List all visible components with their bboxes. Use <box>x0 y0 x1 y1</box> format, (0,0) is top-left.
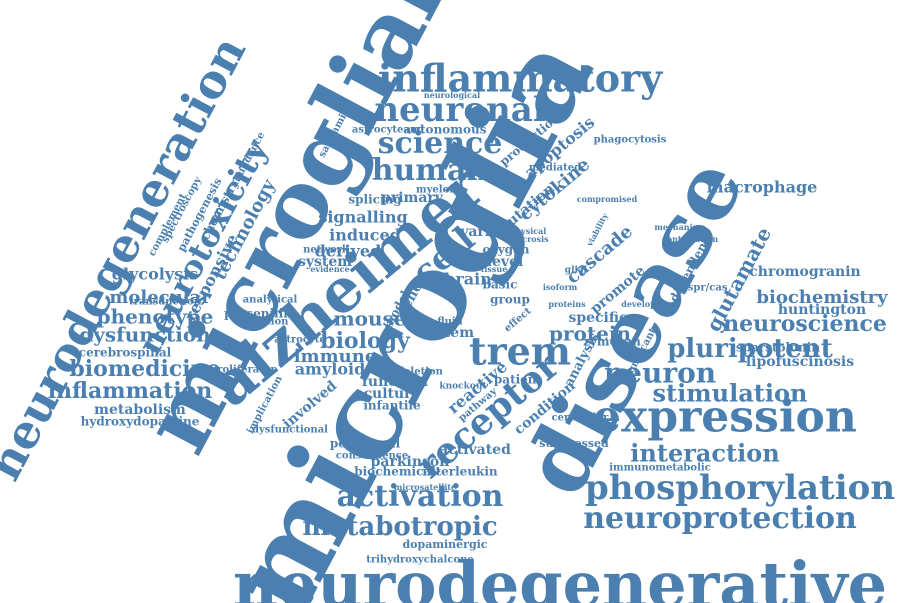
word-stem: stem <box>436 325 474 341</box>
word-pluripotent: pluripotent <box>667 334 833 364</box>
word-expression: expression <box>593 392 857 443</box>
word-astrocyteand: astrocyteand <box>352 125 424 136</box>
word-amyloid: amyloid <box>295 360 366 379</box>
word-neuroprotection: neuroprotection <box>583 501 857 536</box>
word-consequence: consequence <box>336 451 408 462</box>
word-glial: glial <box>565 266 588 276</box>
word-astrocyte: astrocyte <box>274 335 326 346</box>
word-parkinson: parkinson <box>371 454 450 470</box>
word-human: human <box>372 153 489 188</box>
word-oxygen: oxygen <box>483 243 530 257</box>
word-cerebrospinal: cerebrospinal <box>79 346 172 360</box>
word-metabolism: metabolism <box>94 402 186 418</box>
word-mouse: mouse <box>333 307 406 331</box>
word-brain: brain <box>444 270 492 289</box>
word-deletion: deletion <box>397 367 444 378</box>
word-science: science <box>378 126 503 161</box>
word-immune: immune <box>294 346 377 367</box>
word-infantile: infantile <box>363 399 421 413</box>
word-splicing: splicing <box>348 193 402 207</box>
word-neuron: neuron <box>604 357 716 390</box>
word-tissue: tissue <box>481 264 508 274</box>
word-peripheral: peripheral <box>330 437 401 451</box>
word-glycolysis: glycolysis <box>112 265 198 284</box>
word-trihydroxychalcone: trihydroxychalcone <box>366 555 474 566</box>
word-biomedicine: biomedicine <box>69 356 220 382</box>
word-biology: biology <box>320 328 411 354</box>
word-mediated: mediated <box>529 163 581 174</box>
word-hydroxydopamine: hydroxydopamine <box>81 415 200 429</box>
word-activated: activated <box>439 442 511 458</box>
word-huntington: huntington <box>778 302 866 318</box>
word-metabotropic: metabotropic <box>302 512 497 542</box>
word-suppressed: suppressed <box>539 437 609 450</box>
word-evidence: evidence <box>310 264 349 274</box>
word-dopaminergic: dopaminergic <box>402 538 487 551</box>
word-neurological: neurological <box>424 90 480 100</box>
word-presenilin: presenilin <box>224 307 292 321</box>
word-zymosan: zymosan <box>583 335 641 349</box>
word-signalling: signalling <box>318 208 407 227</box>
word-macrophage: macrophage <box>707 178 818 197</box>
word-basic: basic <box>483 278 518 292</box>
word-patient: patient <box>494 373 543 387</box>
word-transduction: transduction <box>129 297 202 308</box>
word-stimulation: stimulation <box>653 379 808 408</box>
word-contribution: contribution <box>662 234 718 244</box>
word-compromised: compromised <box>577 194 638 204</box>
word-culture: culture <box>364 386 421 402</box>
word-inflammatory: inflammatory <box>378 56 663 101</box>
word-development: development <box>621 299 679 309</box>
word-sparstolonin: sparstolonin <box>736 341 820 355</box>
word-myeloid: myeloid <box>416 185 460 196</box>
word-isoform: isoform <box>543 282 578 292</box>
word-neuroscience: neuroscience <box>723 311 887 337</box>
word-derived: derived <box>315 242 382 261</box>
word-system: system <box>298 254 352 270</box>
word-biochemistry: biochemistry <box>756 287 888 308</box>
word-specific: specific <box>568 310 627 326</box>
word-primary: primary <box>381 190 444 206</box>
word-molecular: molecular <box>109 287 211 308</box>
word-fluid: fluid <box>437 317 462 328</box>
word-proteins: proteins <box>548 299 586 309</box>
word-dysfunctional: dysfunctional <box>252 425 328 436</box>
word-autonomous: autonomous <box>404 123 487 137</box>
word-inflammation: inflammation <box>48 378 213 404</box>
word-necrosis: necrosis <box>511 234 549 244</box>
word-biochemical: biochemical <box>354 465 436 479</box>
word-variant: variant <box>459 224 516 240</box>
word-level: level <box>487 254 524 270</box>
word-protein: protein <box>549 322 631 346</box>
word-mechanism: mechanism <box>654 222 706 232</box>
word-crispr-cas: crispr/cas <box>673 283 728 294</box>
word-ceroid: ceroid <box>454 254 486 264</box>
word-phenotype: phenotype <box>97 305 214 329</box>
word-microsatellite: microsatellite <box>394 482 456 492</box>
word-depletion: depletion <box>236 317 290 328</box>
word-immunometabolic: immunometabolic <box>609 463 711 474</box>
word-induced: induced <box>329 226 401 245</box>
word-phosphorylation: phosphorylation <box>585 468 895 508</box>
word-dysfunction: dysfunction <box>79 323 211 347</box>
word-function: function <box>362 374 428 390</box>
word-lipofuscinosis: lipofuscinosis <box>746 354 854 370</box>
word-proliferator: proliferator <box>210 365 276 376</box>
word-physical: physical <box>510 226 547 236</box>
word-cerebellar: cerebellar <box>552 413 610 424</box>
word-interleukin: interleukin <box>422 465 498 479</box>
word-network: network <box>303 245 350 256</box>
word-neurodegenerative: neurodegenerative <box>233 548 887 603</box>
word-phagocytosis: phagocytosis <box>594 135 667 146</box>
word-trem: trem <box>469 329 571 374</box>
word-neuronal: neuronal <box>374 90 545 130</box>
word-interaction: interaction <box>630 439 779 468</box>
word-knockout: knockout <box>439 382 487 392</box>
word-chromogranin: chromogranin <box>749 264 860 280</box>
word-activation: activation <box>337 479 504 514</box>
word-analytical: analytical <box>243 295 298 306</box>
word-group: group <box>490 293 530 307</box>
